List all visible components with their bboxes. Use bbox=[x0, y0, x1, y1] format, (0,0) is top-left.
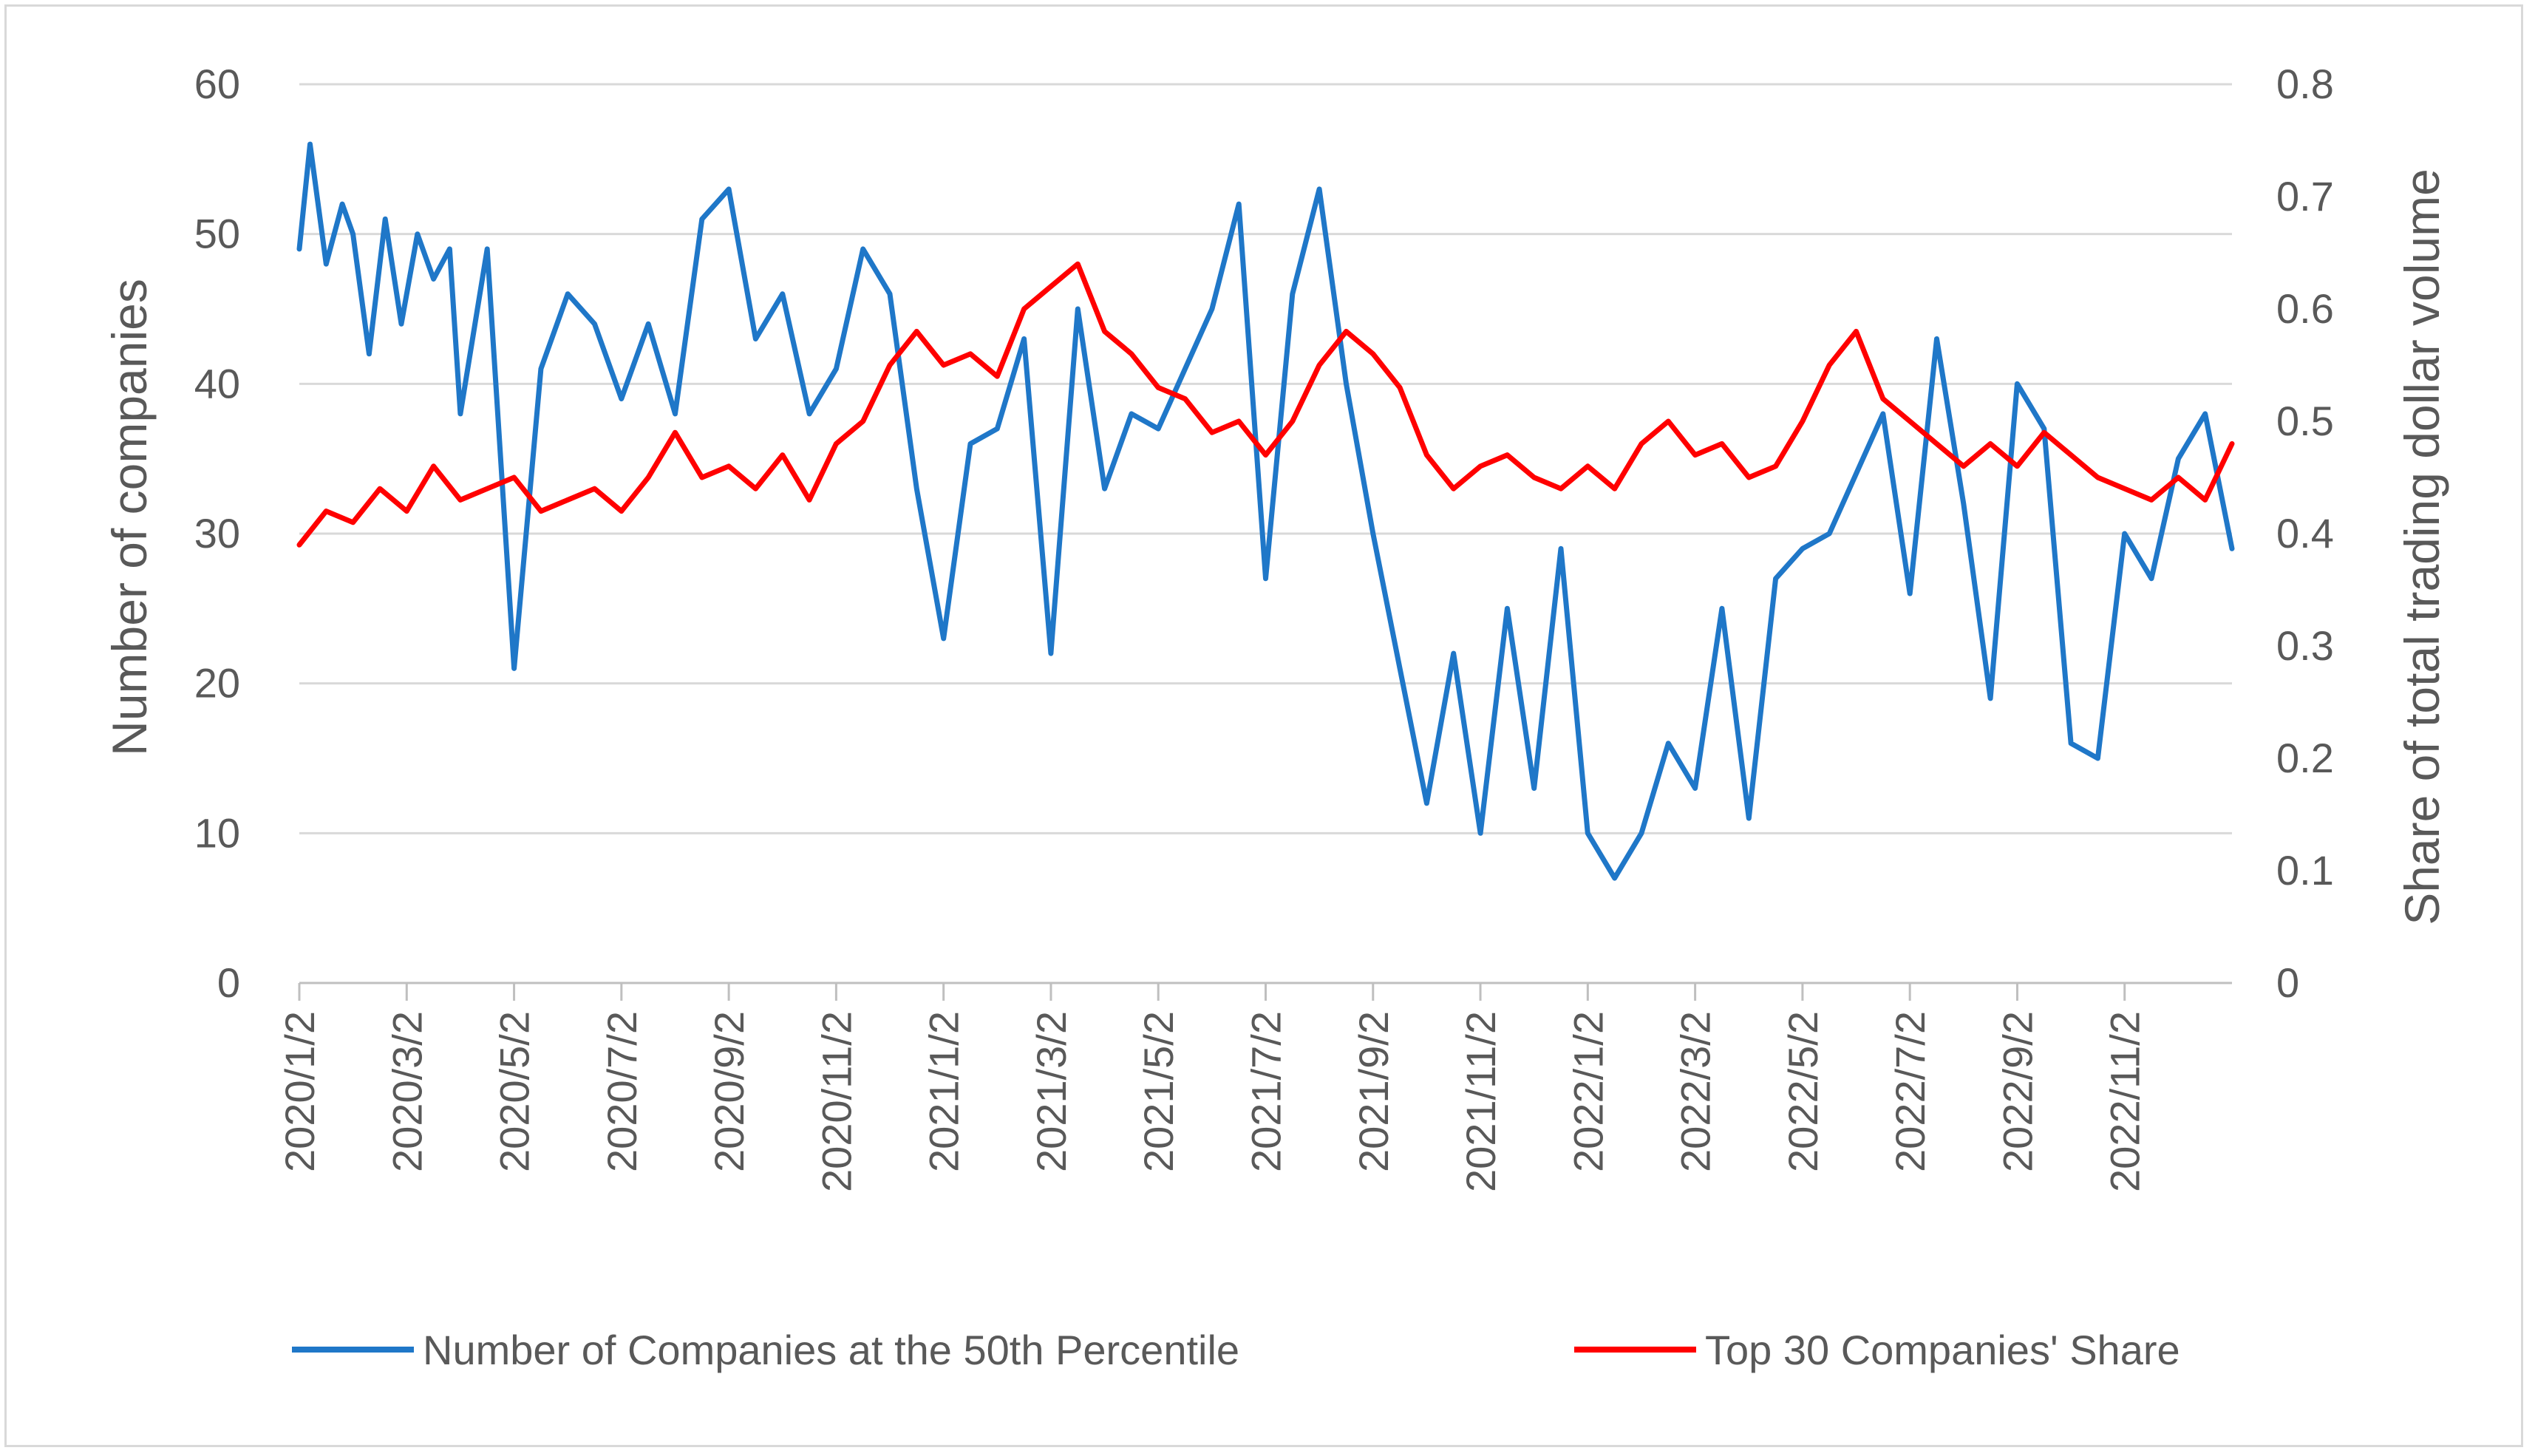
y-axis-left: 0 10 20 30 40 50 60 bbox=[194, 61, 240, 1006]
x-tick-label: 2021/1/2 bbox=[921, 1011, 967, 1172]
y2-tick-label: 0 bbox=[2276, 959, 2299, 1006]
y2-tick-label: 0.4 bbox=[2276, 510, 2334, 557]
y2-tick-label: 0.1 bbox=[2276, 847, 2334, 894]
y-tick-label: 0 bbox=[217, 959, 240, 1006]
x-tick-label: 2020/9/2 bbox=[706, 1011, 752, 1172]
x-tick-label: 2020/7/2 bbox=[599, 1011, 645, 1172]
y-axis-right: 0 0.1 0.2 0.3 0.4 0.5 0.6 0.7 0.8 bbox=[2276, 61, 2334, 1006]
series-line-top30-share bbox=[296, 261, 2235, 548]
x-tick-label: 2021/9/2 bbox=[1350, 1011, 1397, 1172]
plot-series bbox=[296, 141, 2235, 881]
y-tick-label: 20 bbox=[194, 660, 240, 707]
y2-tick-label: 0.7 bbox=[2276, 173, 2334, 220]
y-tick-label: 60 bbox=[194, 61, 240, 107]
x-tick-label: 2022/3/2 bbox=[1673, 1011, 1719, 1172]
legend-label-red: Top 30 Companies' Share bbox=[1705, 1327, 2180, 1373]
x-tick-label: 2021/7/2 bbox=[1243, 1011, 1290, 1172]
y2-tick-label: 0.8 bbox=[2276, 61, 2334, 107]
y2-tick-label: 0.2 bbox=[2276, 735, 2334, 781]
y-tick-label: 40 bbox=[194, 360, 240, 406]
x-tick-label: 2020/11/2 bbox=[813, 1011, 860, 1192]
y-tick-label: 10 bbox=[194, 809, 240, 856]
x-tick-label: 2022/9/2 bbox=[1994, 1011, 2041, 1172]
x-tick-label: 2022/7/2 bbox=[1887, 1011, 1933, 1172]
legend-label-blue: Number of Companies at the 50th Percenti… bbox=[423, 1327, 1239, 1373]
y2-tick-label: 0.5 bbox=[2276, 398, 2334, 444]
legend: Number of Companies at the 50th Percenti… bbox=[292, 1327, 2180, 1373]
x-tick-label: 2021/3/2 bbox=[1028, 1011, 1075, 1172]
x-tick-label: 2020/5/2 bbox=[491, 1011, 538, 1172]
x-axis: 2020/1/2 2020/3/2 2020/5/2 2020/7/2 2020/9/2… bbox=[276, 982, 2232, 1192]
x-tick-label: 2022/5/2 bbox=[1780, 1011, 1826, 1172]
y2-tick-label: 0.3 bbox=[2276, 622, 2334, 669]
x-tick-label: 2020/1/2 bbox=[276, 1011, 323, 1172]
y-tick-label: 30 bbox=[194, 510, 240, 557]
y-axis-title: Number of companies bbox=[102, 279, 157, 756]
series-line-companies bbox=[296, 141, 2235, 881]
x-tick-label: 2022/11/2 bbox=[2102, 1011, 2148, 1192]
x-tick-label: 2022/1/2 bbox=[1565, 1011, 1611, 1172]
gridlines bbox=[299, 83, 2232, 834]
x-tick-label: 2021/5/2 bbox=[1135, 1011, 1182, 1172]
y2-axis-title: Share of total trading dollar volume bbox=[2395, 169, 2449, 925]
x-tick-label: 2021/11/2 bbox=[1457, 1011, 1504, 1192]
y-tick-label: 50 bbox=[194, 211, 240, 257]
x-tick-label: 2020/3/2 bbox=[384, 1011, 430, 1172]
y2-tick-label: 0.6 bbox=[2276, 285, 2334, 332]
